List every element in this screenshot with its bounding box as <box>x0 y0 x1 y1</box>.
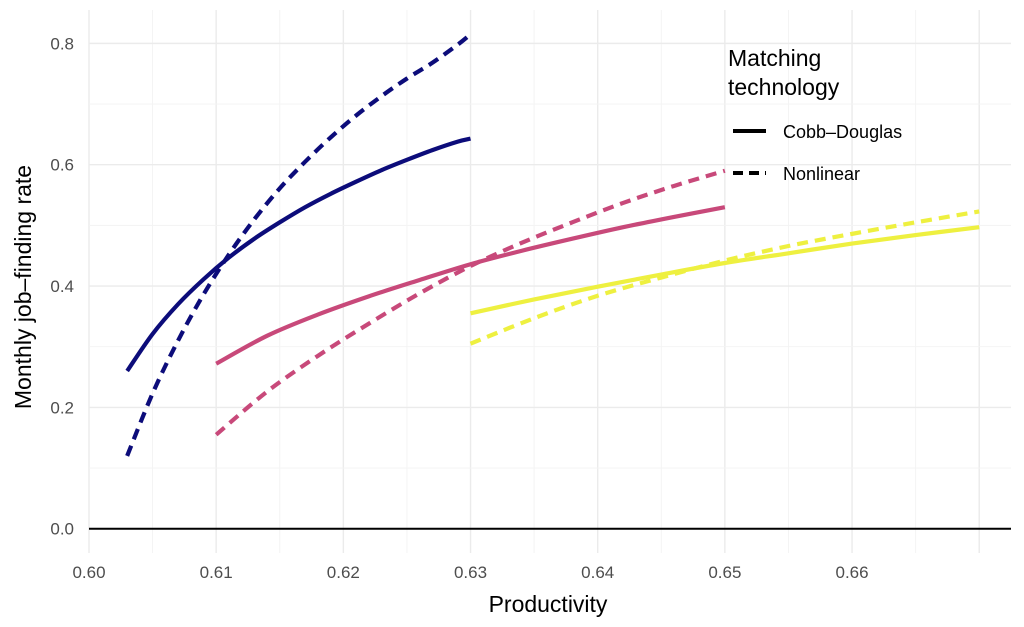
x-tick-labels: 0.60 0.61 0.62 0.63 0.64 0.65 0.66 <box>72 563 868 582</box>
y-tick-label: 0.6 <box>50 156 74 175</box>
y-tick-label: 0.0 <box>50 520 74 539</box>
legend-label-cobb-douglas: Cobb–Douglas <box>783 122 902 142</box>
y-tick-labels: 0.0 0.2 0.4 0.6 0.8 <box>50 34 74 538</box>
y-tick-label: 0.4 <box>50 277 74 296</box>
x-tick-label: 0.64 <box>581 563 614 582</box>
x-axis-title: Productivity <box>489 591 608 617</box>
legend: Matching technology Cobb–Douglas Nonline… <box>728 45 902 184</box>
x-tick-label: 0.61 <box>200 563 233 582</box>
legend-label-nonlinear: Nonlinear <box>783 164 860 184</box>
x-tick-label: 0.62 <box>327 563 360 582</box>
series-line-low-nonlinear <box>125 32 472 457</box>
series-layer <box>125 32 980 457</box>
series-line-low-cobb-douglas <box>125 136 472 373</box>
grid <box>88 10 1011 553</box>
y-axis-title: Monthly job–finding rate <box>10 165 36 409</box>
legend-title-line-2: technology <box>728 74 840 100</box>
y-tick-label: 0.2 <box>50 398 74 417</box>
x-tick-label: 0.60 <box>72 563 105 582</box>
series-line-high-cobb-douglas <box>470 225 980 316</box>
x-tick-label: 0.63 <box>454 563 487 582</box>
legend-title-line-1: Matching <box>728 45 821 71</box>
x-tick-label: 0.65 <box>708 563 741 582</box>
y-tick-label: 0.8 <box>50 34 74 53</box>
x-tick-label: 0.66 <box>835 563 868 582</box>
